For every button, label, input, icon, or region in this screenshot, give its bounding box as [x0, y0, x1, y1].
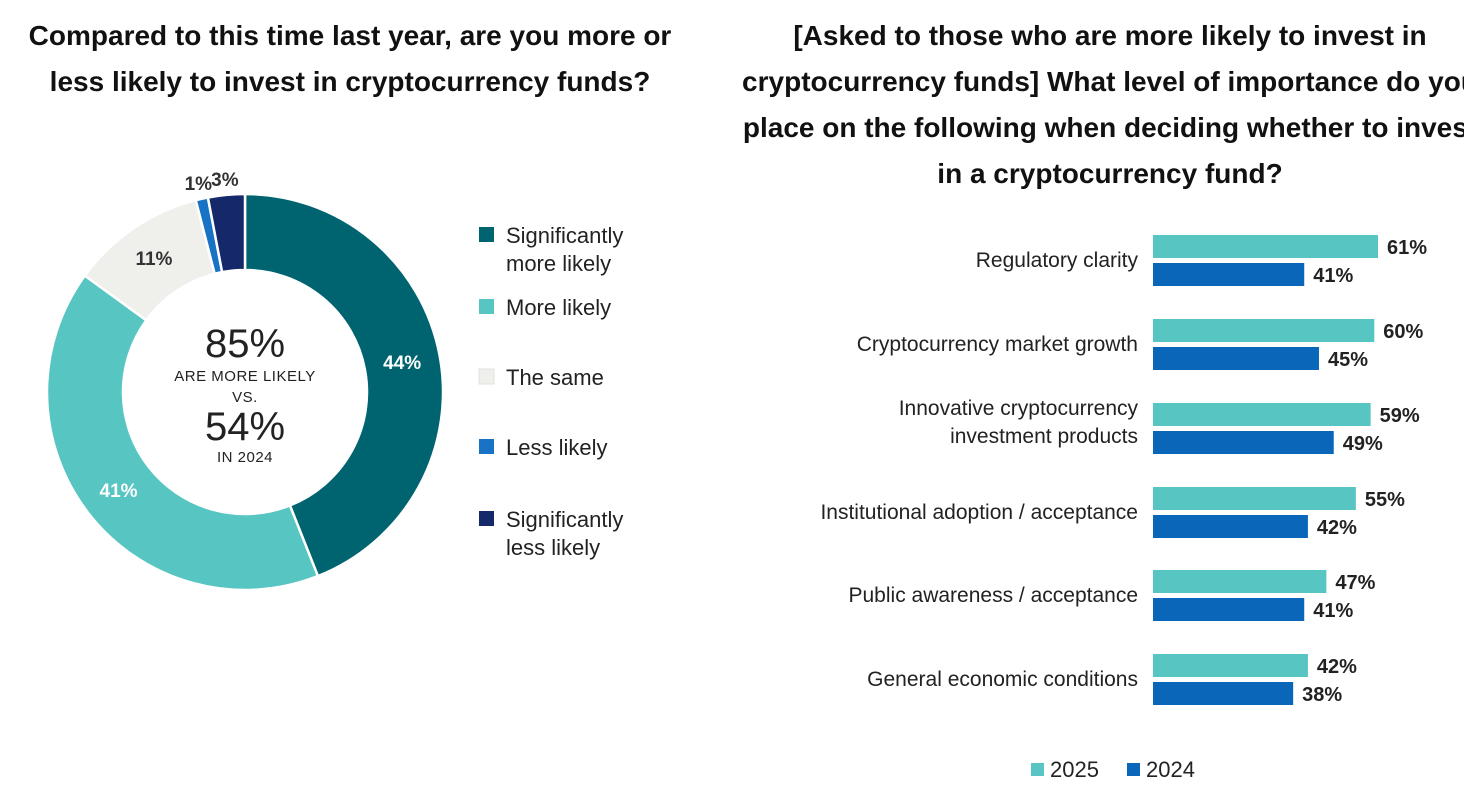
legend-swatch-significantly-less-likely — [479, 511, 494, 526]
donut-legend: Significantly more likely More likely The s… — [478, 223, 623, 560]
donut-slice-significantly-less-likely — [206, 192, 247, 274]
bar-2025-market-growth — [1153, 319, 1375, 342]
center-caption-vs: VS. — [232, 389, 258, 406]
legend-label-the-same: The same — [506, 365, 604, 390]
donut-chart: 44% 41% 11% 1% 3% — [45, 170, 445, 592]
bar-value-2025-public-awareness: 47% — [1335, 572, 1375, 594]
category-label-innovative-products: Innovative cryptocurrency — [899, 397, 1139, 420]
donut-slice-more-likely — [45, 273, 320, 592]
bar-value-2024-market-growth: 45% — [1328, 349, 1368, 371]
donut-slice-label-the-same: 11% — [135, 249, 172, 270]
category-label-innovative-products: investment products — [950, 425, 1138, 448]
category-label-market-growth: Cryptocurrency market growth — [857, 333, 1138, 356]
donut-slice-label-significantly-less-likely: 3% — [211, 170, 239, 191]
category-label-economic-conditions: General economic conditions — [867, 668, 1138, 691]
legend-swatch-less-likely — [479, 439, 494, 454]
bar-2024-market-growth — [1153, 347, 1319, 370]
center-figure-previous: 54% — [205, 405, 285, 449]
bar-2024-institutional-adoption — [1153, 515, 1308, 538]
bar-2025-innovative-products — [1153, 403, 1371, 426]
legend-swatch-the-same — [478, 368, 495, 385]
donut-slice-label-more-likely: 41% — [100, 481, 138, 502]
legend-label-less-likely: Less likely — [506, 435, 607, 460]
bar-chart-title: [Asked to those who are more likely to i… — [742, 20, 1464, 189]
center-caption-current: ARE MORE LIKELY — [174, 368, 315, 385]
bar-value-2024-economic-conditions: 38% — [1302, 684, 1342, 706]
center-caption-previous: IN 2024 — [217, 449, 273, 466]
legend-label-more-likely: More likely — [506, 295, 611, 320]
bar-legend: 2025 2024 — [1031, 757, 1195, 782]
bar-value-2024-regulatory-clarity: 41% — [1313, 265, 1353, 287]
bar-value-2024-public-awareness: 41% — [1313, 600, 1353, 622]
bar-chart: Regulatory clarity 61% 41% Cryptocurrency m… — [820, 235, 1427, 706]
bar-2025-economic-conditions — [1153, 654, 1308, 677]
bar-2025-public-awareness — [1153, 570, 1327, 593]
donut-slice-label-significantly-more-likely: 44% — [383, 353, 421, 374]
bar-legend-swatch-2025 — [1031, 763, 1044, 776]
bar-2025-regulatory-clarity — [1153, 235, 1378, 258]
donut-slice-label-less-likely: 1% — [185, 174, 213, 195]
bar-2024-economic-conditions — [1153, 682, 1294, 705]
bar-legend-label-2024: 2024 — [1146, 757, 1195, 782]
category-label-regulatory-clarity: Regulatory clarity — [976, 249, 1139, 272]
bar-legend-label-2025: 2025 — [1050, 757, 1099, 782]
bar-value-2025-regulatory-clarity: 61% — [1387, 237, 1427, 259]
donut-center-summary: 85% ARE MORE LIKELY VS. 54% IN 2024 — [174, 322, 315, 466]
category-label-public-awareness: Public awareness / acceptance — [849, 584, 1139, 607]
center-figure-current: 85% — [205, 322, 285, 366]
bar-legend-swatch-2024 — [1127, 763, 1140, 776]
legend-label-significantly-less-likely: less likely — [506, 535, 600, 560]
legend-label-significantly-more-likely: more likely — [506, 251, 611, 276]
legend-swatch-more-likely — [479, 299, 494, 314]
bar-value-2025-economic-conditions: 42% — [1317, 656, 1357, 678]
category-label-institutional-adoption: Institutional adoption / acceptance — [820, 501, 1138, 524]
bar-2024-public-awareness — [1153, 598, 1305, 621]
legend-label-significantly-less-likely: Significantly — [506, 507, 623, 532]
bar-value-2024-innovative-products: 49% — [1343, 433, 1383, 455]
legend-swatch-significantly-more-likely — [479, 227, 494, 242]
bar-2024-innovative-products — [1153, 431, 1334, 454]
donut-chart-title: Compared to this time last year, are you… — [28, 20, 672, 97]
bar-value-2024-institutional-adoption: 42% — [1317, 517, 1357, 539]
donut-slice-significantly-more-likely — [243, 192, 445, 578]
bar-value-2025-innovative-products: 59% — [1380, 405, 1420, 427]
bar-2025-institutional-adoption — [1153, 487, 1356, 510]
bar-value-2025-market-growth: 60% — [1383, 321, 1423, 343]
bar-value-2025-institutional-adoption: 55% — [1365, 489, 1405, 511]
legend-label-significantly-more-likely: Significantly — [506, 223, 623, 248]
bar-2024-regulatory-clarity — [1153, 263, 1305, 286]
